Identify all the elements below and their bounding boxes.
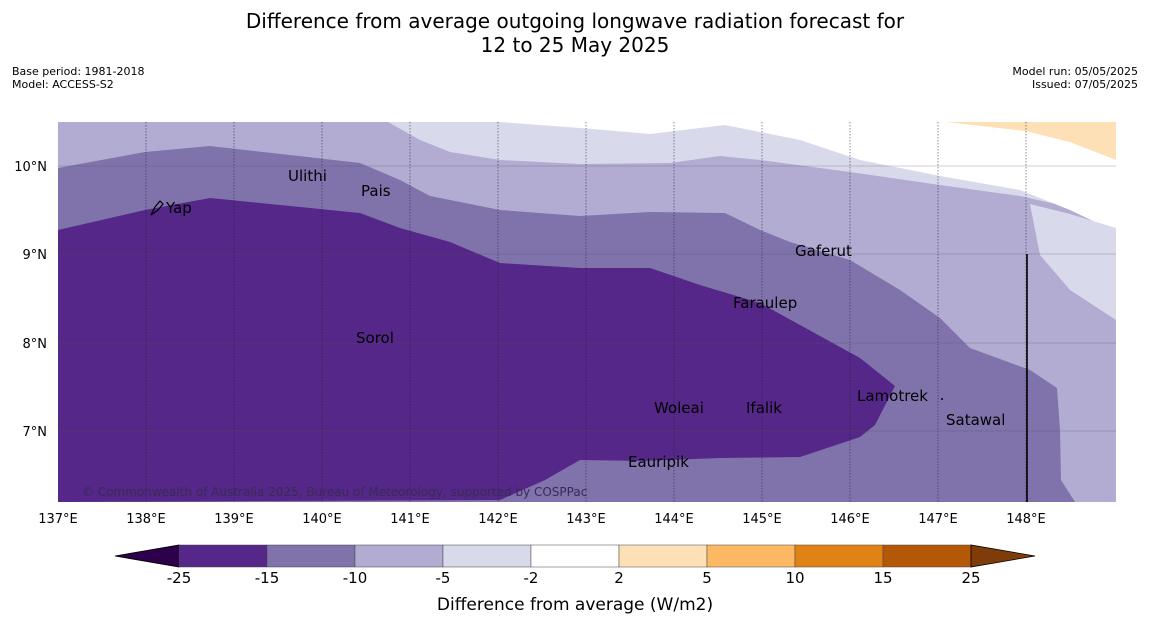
issued-text: Issued: 07/05/2025 [1031,78,1138,91]
colorbar-extend-high [970,544,1036,568]
colorbar-segment [706,544,796,568]
graticule [145,122,1027,502]
colorbar-segment [882,544,972,568]
colorbar-segment [618,544,708,568]
cb-tick-minus10: -10 [343,569,368,587]
place-ulithi: Ulithi [288,167,327,185]
colorbar-ticks: -25 -15 -10 -5 -2 2 5 10 15 25 [167,569,981,587]
cb-tick-25: 25 [961,569,980,587]
place-woleai: Woleai [654,399,704,417]
lon-label-145: 145°E [742,512,782,527]
title-line-1: Difference from average outgoing longwav… [245,9,905,33]
cb-tick-minus2: -2 [524,569,539,587]
place-pais: Pais [361,182,391,200]
band-2-5 [946,122,1116,160]
base-period-text: Base period: 1981-2018 [12,65,145,78]
place-sorol: Sorol [356,329,394,347]
lon-label-140: 140°E [302,512,342,527]
base-period-info: Base period: 1981-2018 Model: ACCESS-S2 [12,65,144,91]
latitude-labels: 10°N 9°N 8°N 7°N [14,160,47,440]
place-ifalik: Ifalik [746,399,782,417]
copyright-notice: © Commonwealth of Australia 2025, Bureau… [82,485,587,499]
place-yap: Yap [165,199,192,217]
place-eauripik: Eauripik [628,453,689,471]
colorbar-segment [266,544,356,568]
lon-label-139: 139°E [214,512,254,527]
latitude-lines [58,165,1116,432]
lon-label-146: 146°E [830,512,870,527]
lon-label-141: 141°E [390,512,430,527]
band-minus5-minus2-lower [1030,204,1116,320]
place-gaferut: Gaferut [795,242,852,260]
place-satawal: Satawal [946,411,1005,429]
yap-island [150,200,164,216]
cb-tick-10: 10 [785,569,804,587]
colorbar-segment [442,544,532,568]
map-panel: Ulithi Pais Yap Gaferut Faraulep Sorol L… [58,122,1116,502]
place-lamotrek: Lamotrek [857,387,928,405]
colorbar [114,544,1036,568]
lon-label-142: 142°E [478,512,518,527]
colorbar-segment [530,544,620,568]
model-text: Model: ACCESS-S2 [12,78,114,91]
lon-label-138: 138°E [126,512,166,527]
colorbar-extend-low [114,544,180,568]
lon-label-143: 143°E [566,512,606,527]
chart-title: Difference from average outgoing longwav… [0,9,1150,57]
colorbar-segment [794,544,884,568]
cb-tick-2: 2 [614,569,624,587]
lat-label-7n: 7°N [23,425,48,440]
lon-label-137: 137°E [38,512,78,527]
title-line-2: 12 to 25 May 2025 [480,33,670,57]
island-dot [941,398,943,400]
lat-label-8n: 8°N [23,337,48,352]
cb-tick-minus25: -25 [167,569,192,587]
cb-tick-minus15: -15 [255,569,280,587]
model-run-text: Model run: 05/05/2025 [1012,65,1138,78]
colorbar-label: Difference from average (W/m2) [437,595,713,615]
place-faraulep: Faraulep [733,294,797,312]
cb-tick-5: 5 [702,569,712,587]
cb-tick-15: 15 [873,569,892,587]
lon-label-144: 144°E [654,512,694,527]
longitude-labels: 137°E 138°E 139°E 140°E 141°E 142°E 143°… [38,512,1046,527]
cb-tick-minus5: -5 [436,569,451,587]
band-minus2-2 [500,122,1116,232]
lat-label-9n: 9°N [23,248,48,263]
band-minus25-minus15 [58,198,895,502]
colorbar-segment [354,544,444,568]
place-labels: Ulithi Pais Yap Gaferut Faraulep Sorol L… [165,167,1005,471]
colorbar-segment [178,544,268,568]
lon-label-148: 148°E [1006,512,1046,527]
lat-label-10n: 10°N [14,160,47,175]
model-run-info: Model run: 05/05/2025 Issued: 07/05/2025 [1012,65,1138,91]
lon-label-147: 147°E [918,512,958,527]
